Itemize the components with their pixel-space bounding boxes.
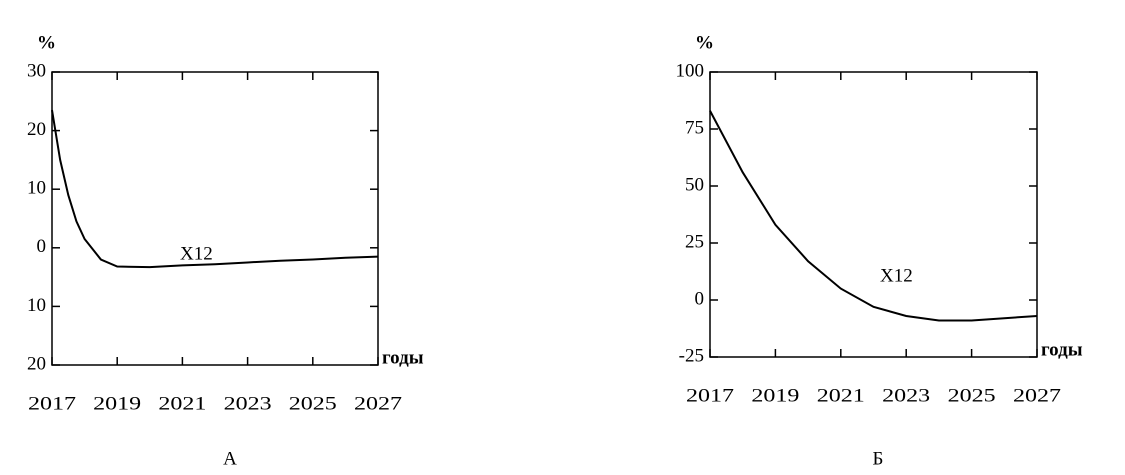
line-series (709, 110, 1038, 322)
plot-frame (51, 71, 379, 366)
y-axis-label: % (37, 32, 56, 53)
caption: Б (873, 448, 884, 469)
y-tick-label: 20 (27, 119, 46, 140)
annotation: X12 (880, 265, 913, 286)
x-tick-label: 2017 (28, 393, 76, 414)
annotation: X12 (180, 243, 213, 264)
y-tick-label: 0 (695, 288, 705, 309)
x-tick-label: 2023 (882, 385, 930, 406)
caption: А (223, 448, 237, 469)
x-tick-label: 2027 (354, 393, 402, 414)
y-tick-label: 10 (27, 295, 46, 316)
y-tick-label: 0 (37, 236, 47, 257)
plot-frame (709, 71, 1038, 358)
line-series (51, 109, 379, 269)
x-tick-label: 2019 (93, 393, 141, 414)
x-tick-label: 2019 (751, 385, 799, 406)
y-tick-label: -25 (679, 345, 704, 366)
y-axis-label: % (695, 32, 714, 53)
y-tick-label: 10 (27, 178, 46, 199)
y-tick-label: 100 (676, 60, 705, 81)
y-tick-label: 50 (685, 174, 704, 195)
y-tick-label: 30 (27, 60, 46, 81)
x-tick-label: 2021 (817, 385, 865, 406)
y-tick-label: 25 (685, 231, 704, 252)
y-tick-label: 20 (27, 353, 46, 374)
x-tick-label: 2023 (224, 393, 272, 414)
x-axis-label: годы (1041, 339, 1083, 360)
x-tick-label: 2027 (1013, 385, 1061, 406)
x-axis-label: годы (382, 347, 424, 368)
x-tick-label: 2025 (948, 385, 996, 406)
x-tick-label: 2017 (686, 385, 734, 406)
x-tick-label: 2021 (158, 393, 206, 414)
x-tick-label: 2025 (289, 393, 337, 414)
y-tick-label: 75 (685, 117, 704, 138)
